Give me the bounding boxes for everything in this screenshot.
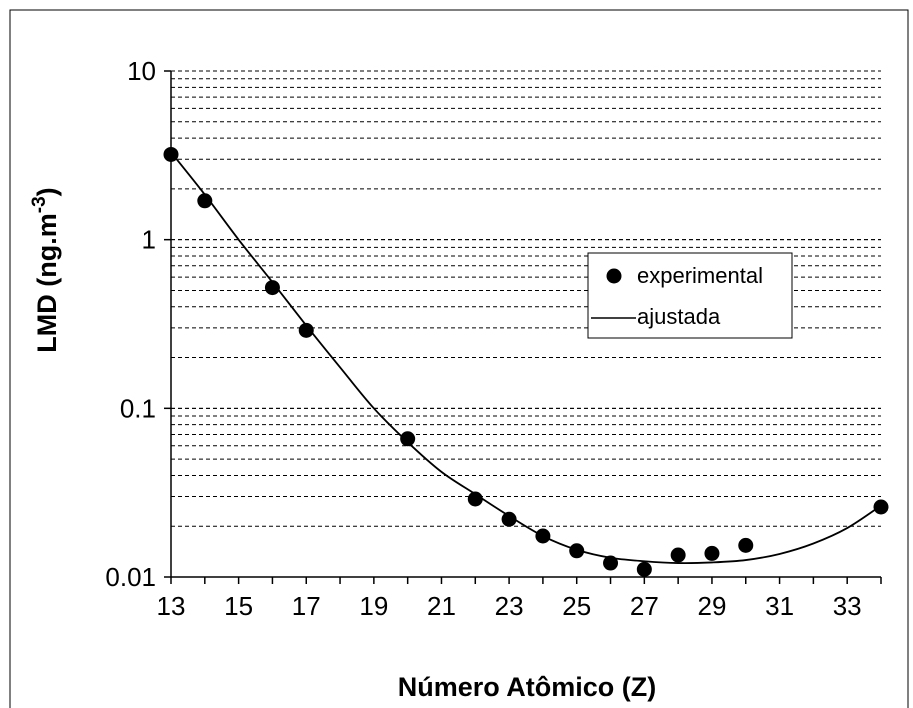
tick-labels: 0.01 0.1 1 10 13 15 17 19 21 23 25 27 29 31 33 [105, 56, 861, 621]
y-axis-title-close: ) [32, 187, 62, 196]
data-point-experimental [636, 561, 652, 577]
x-tick-label: 25 [562, 591, 591, 621]
y-axis-title-sup: -3 [29, 196, 50, 213]
legend-label-experimental: experimental [637, 263, 763, 288]
y-tick-label: 1 [142, 225, 156, 255]
data-point-experimental [704, 545, 720, 561]
figure-border [9, 9, 909, 708]
legend: experimental ajustada [587, 252, 793, 339]
x-tick-label: 27 [630, 591, 659, 621]
data-point-experimental [738, 537, 754, 553]
data-points-layer [163, 146, 889, 577]
data-point-experimental [603, 555, 619, 571]
data-point-experimental [264, 280, 280, 296]
data-point-experimental [298, 322, 314, 338]
x-tick-label: 33 [833, 591, 862, 621]
legend-label-ajustada: ajustada [637, 304, 721, 329]
x-tick-label: 19 [359, 591, 388, 621]
fit-line-layer [170, 151, 882, 564]
legend-box [587, 252, 793, 339]
data-point-experimental [197, 193, 213, 209]
y-tick-label: 10 [127, 56, 156, 86]
y-axis-title: LMD (ng.m-3) [29, 187, 62, 352]
y-axis-title-main: LMD (ng.m [32, 213, 62, 352]
grid [171, 70, 881, 527]
data-point-experimental [467, 491, 483, 507]
data-point-experimental [535, 528, 551, 544]
x-axis-title: Número Atômico (Z) [398, 672, 657, 702]
data-point-experimental [400, 431, 416, 447]
data-point-experimental [501, 511, 517, 527]
data-point-experimental [163, 146, 179, 162]
x-tick-label: 13 [157, 591, 186, 621]
x-tick-label: 17 [292, 591, 321, 621]
x-tick-label: 21 [427, 591, 456, 621]
fit-line-ajustada [170, 151, 882, 564]
data-point-experimental [873, 499, 889, 515]
x-tick-label: 15 [224, 591, 253, 621]
x-tick-label: 31 [765, 591, 794, 621]
data-point-experimental [569, 543, 585, 559]
legend-marker-experimental [606, 268, 622, 284]
x-tick-label: 29 [697, 591, 726, 621]
data-point-experimental [670, 547, 686, 563]
x-tick-label: 23 [495, 591, 524, 621]
y-tick-label: 0.01 [105, 562, 156, 592]
y-tick-label: 0.1 [120, 393, 156, 423]
